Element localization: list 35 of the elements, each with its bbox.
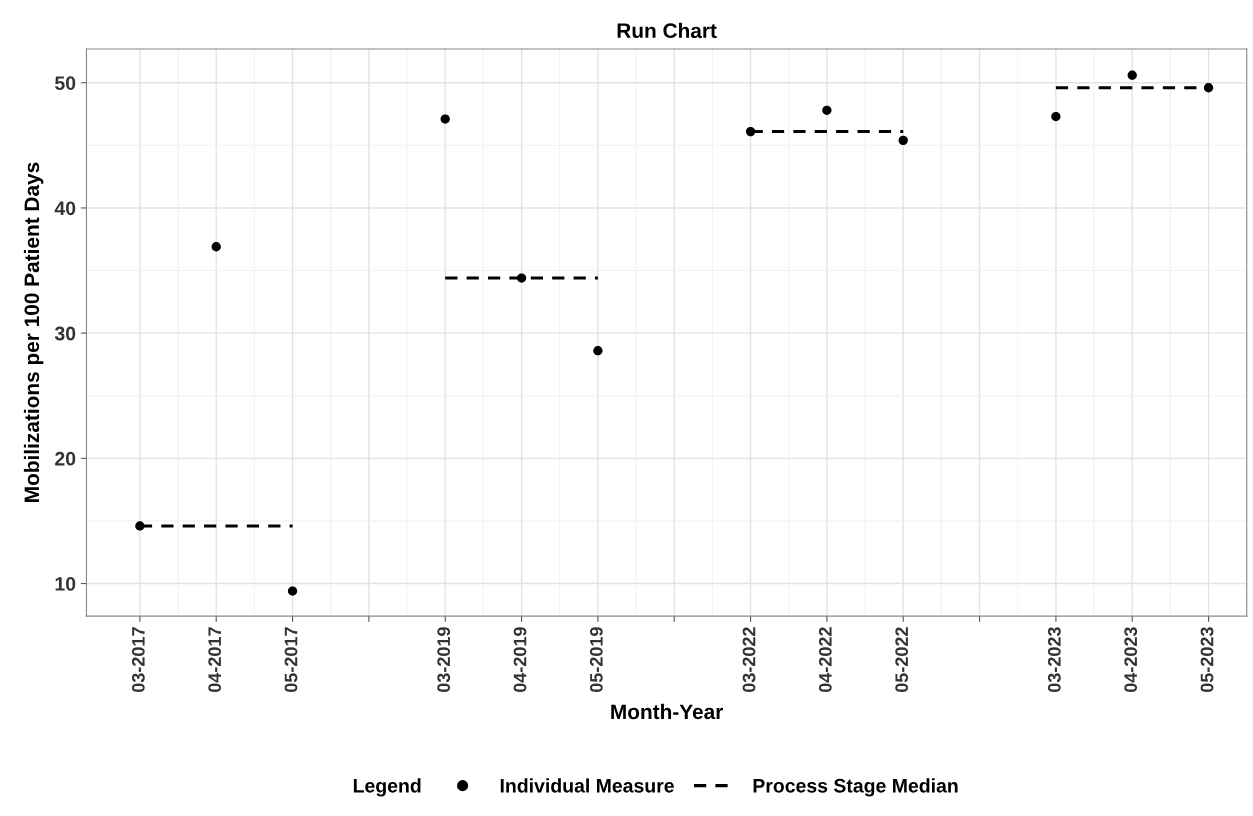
- x-tick-label: 04-2023: [1124, 627, 1138, 693]
- x-tick-label: 03-2022: [742, 627, 756, 693]
- point: [593, 346, 603, 356]
- y-tick-label: 10: [55, 577, 76, 591]
- point: [135, 521, 145, 531]
- x-tick-label: 03-2017: [131, 627, 145, 693]
- x-tick-label: 05-2019: [589, 627, 603, 693]
- x-tick-label: 04-2019: [513, 627, 527, 693]
- y-tick-label: 30: [54, 326, 76, 341]
- x-tick-label: 05-2022: [895, 627, 909, 693]
- point: [211, 242, 221, 252]
- x-tick-label: 05-2017: [284, 627, 298, 693]
- y-tick-label: 50: [55, 76, 76, 90]
- point: [1127, 70, 1137, 80]
- point: [287, 586, 298, 596]
- legend-label: Process Stage Median: [753, 778, 958, 797]
- chart-title: Run Chart: [617, 22, 717, 39]
- legend-title: Legend: [353, 778, 421, 797]
- x-tick-label: 04-2017: [208, 627, 222, 693]
- point: [1203, 83, 1214, 93]
- y-tick-label: 40: [54, 201, 76, 216]
- x-tick-label: 05-2023: [1200, 627, 1214, 693]
- point: [745, 126, 756, 137]
- point: [440, 114, 450, 124]
- x-tick-label: 04-2022: [818, 627, 832, 693]
- point: [516, 273, 527, 283]
- x-axis-title: Month-Year: [611, 703, 723, 720]
- legend-label: Individual Measure: [500, 778, 674, 793]
- point: [898, 135, 908, 146]
- x-tick-label: 03-2019: [437, 627, 451, 693]
- y-tick-label: 20: [55, 451, 76, 466]
- point: [822, 105, 832, 115]
- x-tick-label: 03-2023: [1047, 627, 1061, 693]
- y-axis-title: Mobilizations per 100 Patient Days: [23, 162, 44, 502]
- point: [1051, 111, 1061, 122]
